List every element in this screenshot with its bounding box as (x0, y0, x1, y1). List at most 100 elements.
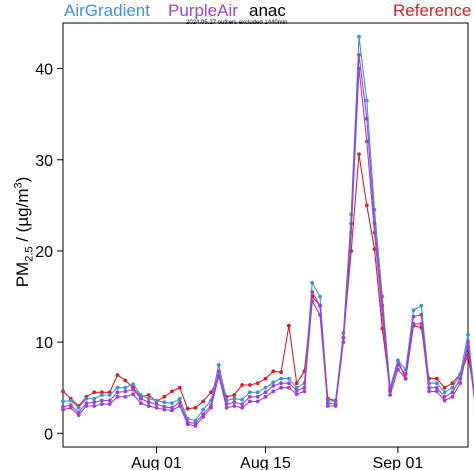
point-reference-24 (248, 383, 252, 387)
legend-purpleair: PurpleAir (168, 1, 238, 20)
point-airgradient-48 (434, 381, 439, 386)
point-airgradient-24 (248, 390, 252, 395)
point-purpleair-16 (185, 422, 190, 427)
point-airgradient-12 (154, 398, 159, 403)
point-purpleair-26 (263, 394, 268, 399)
point-airgradient-29 (287, 376, 291, 381)
point-anac-38 (357, 53, 361, 57)
point-reference-49 (442, 385, 447, 390)
point-purpleair-1 (68, 405, 73, 410)
y-tick-label-4: 40 (35, 62, 53, 79)
point-airgradient-4 (92, 396, 97, 401)
point-airgradient-28 (279, 376, 283, 381)
point-airgradient-26 (263, 385, 268, 390)
point-airgradient-23 (240, 397, 245, 402)
point-airgradient-30 (294, 385, 299, 390)
series-line-reference (62, 153, 474, 410)
point-reference-23 (240, 383, 245, 387)
point-purpleair-28 (279, 385, 283, 390)
point-reference-18 (201, 399, 206, 404)
point-airgradient-39 (364, 98, 369, 103)
point-purpleair-8 (123, 394, 128, 399)
series-layer (61, 34, 474, 428)
point-purpleair-17 (193, 424, 198, 428)
point-airgradient-13 (162, 400, 167, 405)
point-purpleair-50 (450, 394, 455, 399)
point-purpleair-23 (240, 405, 245, 410)
point-airgradient-2 (76, 405, 81, 410)
point-airgradient-52 (466, 332, 470, 337)
point-reference-27 (271, 369, 276, 374)
point-reference-14 (170, 389, 174, 394)
point-reference-39 (364, 203, 369, 208)
point-purpleair-44 (403, 376, 408, 381)
point-anac-49 (442, 394, 447, 399)
point-purpleair-34 (325, 404, 330, 408)
point-anac-9 (131, 387, 136, 392)
y-tick-label-2: 20 (35, 244, 53, 261)
point-anac-0 (61, 405, 65, 409)
point-purpleair-30 (294, 392, 299, 396)
point-airgradient-7 (115, 385, 120, 390)
point-purpleair-52 (466, 344, 470, 349)
point-reference-30 (294, 381, 299, 386)
point-anac-11 (146, 400, 151, 405)
point-purpleair-13 (162, 407, 167, 412)
point-reference-17 (193, 405, 198, 410)
point-purpleair-0 (61, 407, 65, 412)
point-reference-13 (162, 394, 167, 399)
point-airgradient-27 (271, 380, 276, 385)
series-line-anac (62, 54, 474, 424)
point-airgradient-20 (216, 363, 221, 367)
point-airgradient-11 (146, 396, 151, 401)
axes: 0 10 20 30 40 Aug 01 Aug 15 Sep 01 (35, 62, 423, 470)
point-anac-48 (434, 385, 439, 390)
point-purpleair-48 (434, 389, 439, 394)
point-purpleair-39 (364, 139, 369, 144)
point-purpleair-31 (302, 389, 307, 394)
point-anac-23 (240, 402, 245, 406)
point-reference-11 (146, 393, 151, 397)
point-airgradient-18 (201, 407, 206, 412)
point-airgradient-43 (396, 358, 400, 363)
point-anac-52 (466, 340, 470, 344)
point-airgradient-8 (123, 385, 128, 390)
point-anac-28 (279, 381, 283, 386)
point-purpleair-22 (232, 404, 237, 408)
point-purpleair-20 (216, 374, 221, 378)
series-line-purpleair (62, 68, 474, 427)
point-anac-50 (450, 390, 455, 395)
point-anac-10 (139, 396, 143, 401)
point-anac-25 (255, 394, 260, 399)
point-reference-7 (115, 373, 120, 377)
point-purpleair-12 (154, 405, 159, 410)
x-tick-label-2: Sep 01 (373, 455, 424, 470)
point-airgradient-5 (100, 393, 104, 397)
legend-reference: Reference (393, 1, 472, 20)
point-airgradient-9 (131, 382, 136, 386)
point-anac-14 (170, 405, 174, 410)
point-purpleair-40 (372, 230, 377, 235)
point-anac-30 (294, 388, 299, 393)
point-reference-38 (357, 152, 361, 157)
point-airgradient-14 (170, 401, 174, 406)
point-purpleair-11 (146, 404, 151, 408)
point-anac-46 (419, 312, 424, 317)
point-airgradient-49 (442, 390, 447, 395)
point-anac-20 (216, 369, 221, 374)
point-purpleair-10 (139, 401, 143, 406)
point-airgradient-22 (232, 396, 237, 401)
series-anac (61, 53, 474, 426)
point-airgradient-0 (61, 399, 65, 404)
point-reference-26 (263, 376, 268, 381)
point-airgradient-45 (411, 308, 416, 313)
legend-anac: anac (249, 1, 286, 20)
chart-note: 2024.05.27 outliers excluded 1440min (186, 20, 288, 26)
point-anac-6 (107, 398, 112, 403)
point-purpleair-4 (92, 404, 97, 408)
point-airgradient-10 (139, 393, 143, 397)
series-line-airgradient (62, 36, 474, 422)
point-purpleair-32 (310, 299, 315, 303)
point-purpleair-3 (84, 404, 89, 408)
